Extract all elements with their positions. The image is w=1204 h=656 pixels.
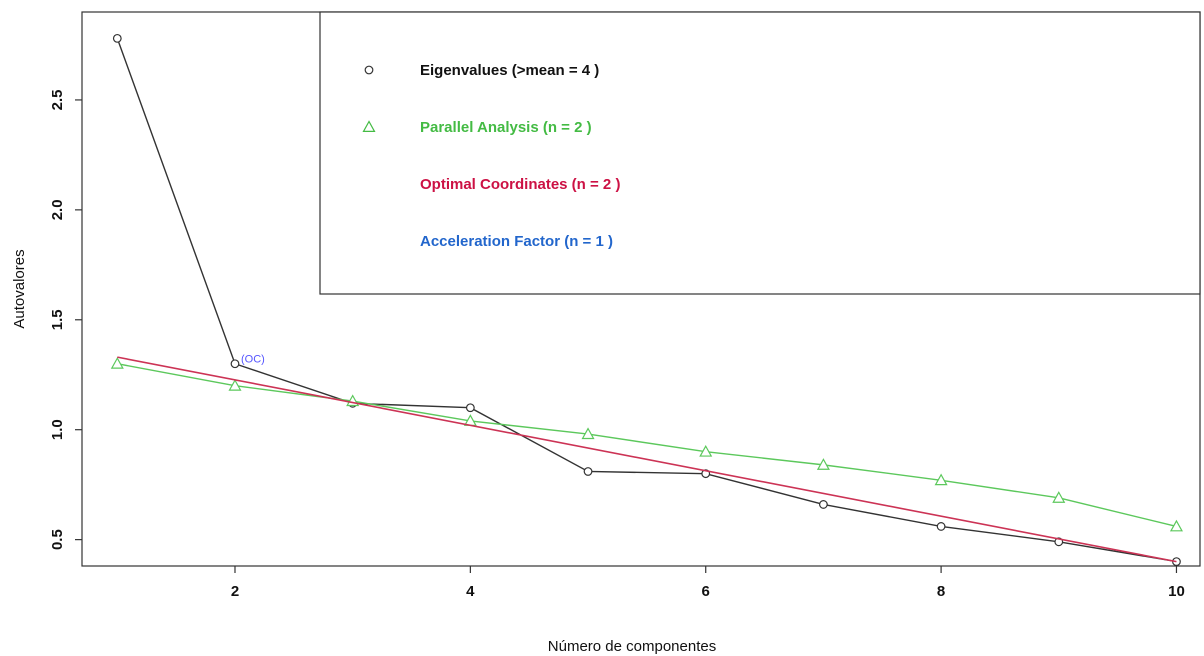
y-axis-title: Autovalores [11,249,28,328]
legend: Eigenvalues (>mean = 4 ) Parallel Analysi… [320,12,1200,294]
data-point [584,468,592,476]
series-line [117,357,1176,561]
y-axis: 0.5 1.0 1.5 2.0 2.5 [49,90,82,551]
data-point [937,523,945,531]
legend-label: Eigenvalues (>mean = 4 ) [420,62,599,79]
legend-box [320,12,1200,294]
y-tick-label: 0.5 [49,529,66,550]
series-optimal [117,357,1176,561]
y-tick-label: 1.5 [49,309,66,330]
x-axis: 2 4 6 8 10 [231,566,1185,600]
legend-label: Optimal Coordinates (n = 2 ) [420,176,620,193]
y-tick-label: 2.0 [49,199,66,220]
x-tick-label: 4 [466,583,475,600]
legend-marker [365,66,373,74]
data-point [112,358,123,368]
x-tick-label: 8 [937,583,945,600]
data-point [820,501,828,509]
x-tick-label: 10 [1168,583,1185,600]
y-tick-label: 1.0 [49,419,66,440]
data-point [231,360,239,368]
series-parallel [112,358,1182,531]
annotation-label: (OC) [241,354,265,366]
y-tick-label: 2.5 [49,90,66,111]
legend-label: Parallel Analysis (n = 2 ) [420,119,592,136]
x-tick-label: 2 [231,583,239,600]
x-axis-title: Número de componentes [548,638,716,655]
data-point [467,404,475,412]
legend-label: Acceleration Factor (n = 1 ) [420,233,613,250]
legend-item: Optimal Coordinates (n = 2 ) [420,176,620,193]
legend-item: Acceleration Factor (n = 1 ) [420,233,613,250]
x-tick-label: 6 [702,583,710,600]
data-point [114,35,122,43]
